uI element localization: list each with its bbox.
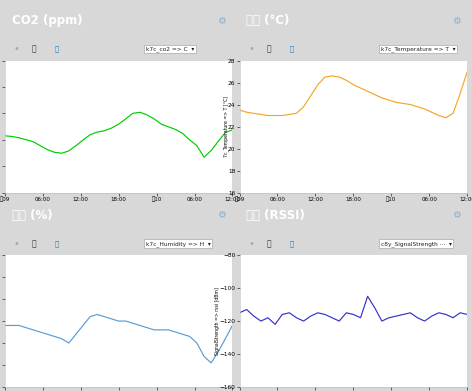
Text: •: • (14, 44, 20, 54)
Y-axis label: 7c_Temperature => T [°C]: 7c_Temperature => T [°C] (223, 96, 228, 157)
Text: ⓘ: ⓘ (55, 240, 59, 247)
Text: •: • (249, 44, 254, 54)
Text: ⏱: ⏱ (32, 239, 37, 248)
Y-axis label: SignalStrength => rssi [dBm]: SignalStrength => rssi [dBm] (215, 287, 220, 355)
Text: ⓘ: ⓘ (290, 46, 294, 52)
Text: •: • (249, 239, 254, 249)
Text: CO2 (ppm): CO2 (ppm) (11, 14, 82, 27)
Text: ⓘ: ⓘ (55, 46, 59, 52)
Text: 湿度 (%): 湿度 (%) (11, 209, 52, 222)
Text: ⚙: ⚙ (217, 210, 226, 221)
Text: ⏱: ⏱ (267, 45, 271, 54)
Text: c8y_SignalStrength ···  ▾: c8y_SignalStrength ··· ▾ (381, 241, 452, 247)
Text: 電波 (RSSI): 電波 (RSSI) (246, 209, 305, 222)
Text: k7c_co2 => C  ▾: k7c_co2 => C ▾ (146, 47, 194, 52)
Text: ⚙: ⚙ (452, 210, 461, 221)
Text: ⚙: ⚙ (217, 16, 226, 26)
Text: ⏱: ⏱ (267, 239, 271, 248)
Text: k7c_Humidity => H  ▾: k7c_Humidity => H ▾ (146, 241, 211, 247)
Text: ⏱: ⏱ (32, 45, 37, 54)
Text: k7c_Temperature => T  ▾: k7c_Temperature => T ▾ (381, 47, 455, 52)
Text: ⚙: ⚙ (452, 16, 461, 26)
Text: •: • (14, 239, 20, 249)
Text: 気温 (°C): 気温 (°C) (246, 14, 290, 27)
Text: ⓘ: ⓘ (290, 240, 294, 247)
